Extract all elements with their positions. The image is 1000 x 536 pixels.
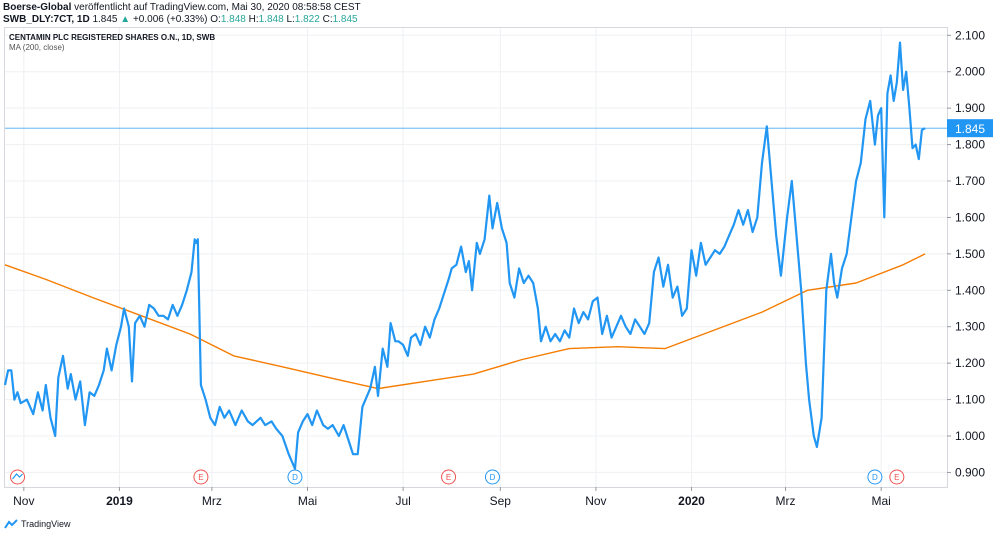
y-tick-label: 1.400 [955,283,985,297]
y-tick-label: 2.100 [955,28,985,42]
dividend-event-marker[interactable] [287,469,303,485]
chart-header: Boerse-Global veröffentlicht auf Trading… [3,2,361,14]
x-tick-label: Sep [490,494,512,508]
price-change: +0.006 (+0.33%) [132,14,208,25]
x-tick-label: 2020 [678,494,705,508]
x-tick-label: Mai [298,494,317,508]
x-axis[interactable]: Nov 2019 Mrz Mai Jul Sep Nov 2020 Mrz Mai [13,487,891,508]
low-value: 1.822 [294,14,320,25]
earnings-event-marker[interactable] [889,469,905,485]
low-label: L: [286,14,295,25]
x-tick-label: Jul [395,494,410,508]
ma-series [4,253,926,390]
ma-legend: MA (200, close) [9,43,65,52]
last-price-marker: 1.845 [5,119,993,138]
x-tick-label: Mrz [776,494,796,508]
y-tick-label: 1.200 [955,356,985,370]
open-value: 1.848 [220,14,246,25]
dividend-event-label: D [872,473,878,482]
earnings-event-label: E [446,473,451,482]
y-tick-label: 1.500 [955,247,985,261]
price-series [3,41,926,470]
instrument-title: CENTAMIN PLC REGISTERED SHARES O.N., 1D,… [9,33,216,42]
dividend-event-label: D [490,473,496,482]
symbol-info: SWB_DLY:7CT, 1D 1.845 ▲ +0.006 (+0.33%) … [3,14,358,26]
x-tick-label: 2019 [106,494,133,508]
close-label: C: [322,14,333,25]
publisher: Boerse-Global [3,2,72,13]
split-icon [12,473,23,480]
price-line [3,41,926,470]
y-tick-label: 0.900 [955,465,985,479]
earnings-event-label: E [894,473,899,482]
dividend-event-marker[interactable] [867,469,883,485]
y-tick-label: 2.000 [955,65,985,79]
last-price-badge [947,119,993,138]
brand-name: TradingView [21,519,71,529]
plot-frame [4,27,948,488]
footer[interactable]: TradingView [4,519,71,529]
earnings-event-marker[interactable] [441,469,457,485]
x-tick-label: Nov [13,494,34,508]
close-value: 1.845 [332,14,358,25]
split-event-marker[interactable] [10,469,26,485]
y-tick-label: 1.000 [955,429,985,443]
change-arrow-icon: ▲ [120,14,131,25]
y-tick-label: 1.900 [955,101,985,115]
earnings-event-marker[interactable] [193,469,209,485]
dividend-event-label: D [292,473,298,482]
y-tick-label: 1.300 [955,320,985,334]
published-info: veröffentlicht auf TradingView.com, Mai … [74,2,361,13]
chart-legend: CENTAMIN PLC REGISTERED SHARES O.N., 1D,… [9,33,215,53]
tradingview-logo-icon [4,519,18,529]
y-axis[interactable]: 2.100 2.000 1.900 1.800 1.700 1.600 1.500 1.400… [947,28,985,479]
x-tick-label: Nov [585,494,606,508]
high-value: 1.848 [258,14,284,25]
symbol[interactable]: SWB_DLY:7CT, 1D [3,14,90,25]
ma-line [4,253,926,390]
x-tick-label: Mrz [202,494,222,508]
open-label: O: [210,14,221,25]
high-label: H: [248,14,259,25]
last-price: 1.845 [92,14,118,25]
x-tick-label: Mai [871,494,890,508]
dividend-event-marker[interactable] [484,469,500,485]
y-tick-label: 1.600 [955,210,985,224]
earnings-event-label: E [198,473,203,482]
y-tick-label: 1.700 [955,174,985,188]
y-tick-label: 1.800 [955,138,985,152]
last-price-label: 1.845 [955,122,985,136]
y-tick-label: 1.100 [955,393,985,407]
